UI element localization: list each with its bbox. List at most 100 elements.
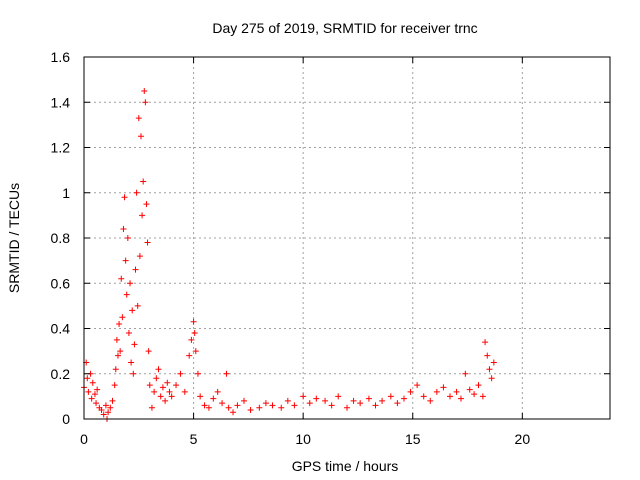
data-point bbox=[134, 302, 141, 309]
data-point bbox=[350, 397, 357, 404]
data-point bbox=[223, 370, 230, 377]
data-point bbox=[111, 382, 118, 389]
data-point bbox=[114, 352, 121, 359]
data-point bbox=[122, 257, 129, 264]
data-point bbox=[109, 397, 116, 404]
data-points bbox=[81, 87, 497, 422]
data-point bbox=[372, 402, 379, 409]
data-point bbox=[488, 375, 495, 382]
data-point bbox=[85, 388, 92, 395]
data-point bbox=[162, 397, 169, 404]
axis-ticks bbox=[83, 56, 610, 420]
data-point bbox=[462, 370, 469, 377]
y-tick-label: 1 bbox=[62, 185, 70, 201]
data-point bbox=[157, 393, 164, 400]
y-tick-label: 0.4 bbox=[51, 321, 71, 337]
data-point bbox=[141, 87, 148, 94]
data-point bbox=[201, 402, 208, 409]
data-point bbox=[230, 409, 237, 416]
data-point bbox=[291, 402, 298, 409]
data-point bbox=[453, 388, 460, 395]
data-point bbox=[262, 400, 269, 407]
data-point bbox=[142, 99, 149, 106]
data-point bbox=[278, 404, 285, 411]
data-point bbox=[105, 409, 112, 416]
data-point bbox=[181, 388, 188, 395]
data-point bbox=[197, 393, 204, 400]
data-point bbox=[457, 395, 464, 402]
data-point bbox=[119, 314, 126, 321]
data-point bbox=[133, 189, 140, 196]
data-point bbox=[219, 400, 226, 407]
data-point bbox=[225, 404, 232, 411]
data-point bbox=[116, 320, 123, 327]
data-point bbox=[194, 370, 201, 377]
data-point bbox=[247, 406, 254, 413]
data-point bbox=[447, 393, 454, 400]
data-point bbox=[357, 400, 364, 407]
data-point bbox=[139, 212, 146, 219]
data-point bbox=[440, 384, 447, 391]
y-tick-label: 0 bbox=[62, 411, 70, 427]
data-point bbox=[146, 382, 153, 389]
data-point bbox=[256, 404, 263, 411]
data-point bbox=[159, 384, 166, 391]
data-point bbox=[144, 239, 151, 246]
data-point bbox=[102, 402, 109, 409]
data-point bbox=[490, 359, 497, 366]
data-point bbox=[155, 366, 162, 373]
x-tick-label: 5 bbox=[190, 431, 198, 447]
data-point bbox=[482, 339, 489, 346]
data-point bbox=[234, 402, 241, 409]
data-point bbox=[128, 359, 135, 366]
data-point bbox=[168, 393, 175, 400]
data-point bbox=[112, 366, 119, 373]
data-point bbox=[94, 386, 101, 393]
data-point bbox=[484, 352, 491, 359]
data-point bbox=[91, 391, 98, 398]
data-point bbox=[471, 391, 478, 398]
data-point bbox=[205, 404, 212, 411]
y-axis-title: SRMTID / TECUs bbox=[6, 183, 22, 293]
data-point bbox=[89, 379, 96, 386]
x-axis-title: GPS time / hours bbox=[292, 458, 399, 474]
data-point bbox=[132, 266, 139, 273]
data-point bbox=[313, 395, 320, 402]
data-point bbox=[186, 352, 193, 359]
data-point bbox=[113, 336, 120, 343]
data-point bbox=[148, 404, 155, 411]
data-point bbox=[127, 280, 134, 287]
data-point bbox=[475, 382, 482, 389]
data-point bbox=[136, 253, 143, 260]
grid-lines bbox=[84, 57, 610, 419]
data-point bbox=[118, 275, 125, 282]
data-point bbox=[124, 235, 131, 241]
x-tick-label: 15 bbox=[405, 431, 421, 447]
data-point bbox=[479, 393, 486, 400]
data-point bbox=[210, 395, 217, 402]
data-point bbox=[420, 393, 427, 400]
data-point bbox=[173, 382, 180, 389]
y-tick-label: 0.6 bbox=[51, 275, 71, 291]
data-point bbox=[486, 366, 493, 373]
data-point bbox=[137, 133, 144, 140]
data-point bbox=[300, 393, 307, 400]
data-point bbox=[117, 348, 124, 355]
tick-labels: 0 5 10 15 20 0 0.2 0.4 0.6 0.8 1 1.2 1.4 1.6 bbox=[51, 49, 531, 447]
y-tick-label: 1.2 bbox=[51, 140, 71, 156]
data-point bbox=[164, 379, 171, 386]
data-point bbox=[153, 375, 160, 382]
data-point bbox=[400, 395, 407, 402]
y-tick-label: 1.4 bbox=[51, 94, 71, 110]
data-point bbox=[466, 386, 473, 393]
data-point bbox=[143, 201, 150, 208]
data-point bbox=[145, 348, 152, 355]
data-point bbox=[166, 388, 173, 395]
data-point bbox=[284, 397, 291, 404]
data-point bbox=[100, 411, 107, 418]
data-point bbox=[407, 388, 414, 395]
data-point bbox=[192, 348, 199, 355]
data-point bbox=[88, 395, 95, 402]
data-point bbox=[414, 382, 421, 389]
